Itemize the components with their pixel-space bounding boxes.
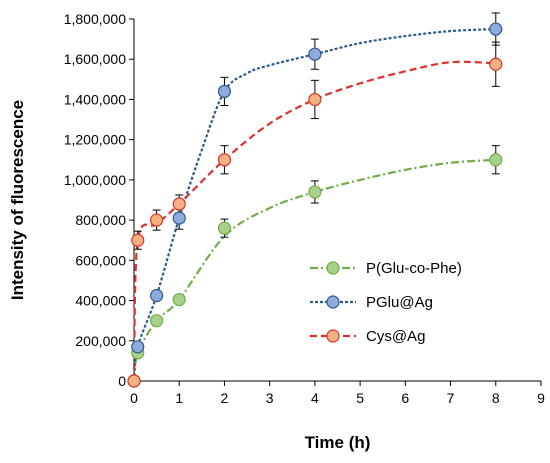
y-tick-label: 1,200,000 bbox=[64, 132, 126, 148]
trendline-series-0 bbox=[132, 158, 496, 382]
y-tick-label: 400,000 bbox=[75, 293, 126, 309]
y-axis-title: Intensity of fluorescence bbox=[8, 100, 27, 300]
x-tick-label: 7 bbox=[447, 390, 455, 406]
series-layer bbox=[127, 12, 503, 388]
y-tick-label: 200,000 bbox=[75, 333, 126, 349]
data-point-series-1 bbox=[217, 84, 232, 99]
data-point-series-1 bbox=[131, 340, 145, 354]
data-point-series-0 bbox=[308, 185, 322, 199]
data-point-series-0 bbox=[172, 292, 186, 307]
x-tick-label: 8 bbox=[492, 390, 500, 406]
x-axis-title: Time (h) bbox=[305, 433, 371, 452]
legend: P(Glu-co-Phe) PGlu@Ag Cys@Ag bbox=[310, 260, 462, 345]
legend-label: Cys@Ag bbox=[366, 328, 425, 345]
y-tick-label: 600,000 bbox=[75, 252, 126, 268]
data-point-series-2 bbox=[150, 213, 164, 227]
trendline-series-1 bbox=[132, 27, 496, 382]
x-ticks: 0 1 2 3 4 5 6 7 8 9 bbox=[130, 381, 545, 406]
data-point-series-0 bbox=[217, 221, 232, 235]
data-point-series-1 bbox=[172, 211, 186, 225]
y-tick-label: 800,000 bbox=[75, 212, 126, 228]
data-point-series-2 bbox=[217, 153, 232, 167]
axes bbox=[133, 19, 541, 382]
x-tick-label: 6 bbox=[401, 390, 409, 406]
data-point-series-2 bbox=[127, 374, 141, 388]
legend-marker bbox=[326, 261, 340, 275]
data-point-series-1 bbox=[150, 288, 164, 303]
x-tick-label: 9 bbox=[537, 390, 545, 406]
y-tick-label: 1,600,000 bbox=[64, 51, 126, 67]
data-point-series-2 bbox=[131, 233, 145, 247]
legend-label: PGlu@Ag bbox=[366, 294, 433, 311]
data-point-series-2 bbox=[172, 197, 186, 211]
trendline-series-2 bbox=[132, 60, 496, 382]
legend-marker bbox=[326, 329, 340, 343]
x-tick-label: 5 bbox=[356, 390, 364, 406]
x-tick-label: 0 bbox=[130, 390, 138, 406]
x-tick-label: 1 bbox=[175, 390, 183, 406]
data-point-series-1 bbox=[489, 22, 503, 36]
y-tick-label: 1,000,000 bbox=[64, 172, 126, 188]
legend-marker bbox=[326, 295, 340, 309]
x-tick-label: 3 bbox=[266, 390, 274, 406]
legend-label: P(Glu-co-Phe) bbox=[366, 260, 462, 277]
x-tick-label: 2 bbox=[221, 390, 229, 406]
y-tick-label: 0 bbox=[118, 373, 126, 389]
data-point-series-2 bbox=[308, 92, 322, 107]
y-tick-label: 1,800,000 bbox=[64, 11, 126, 27]
y-ticks: 0 200,000 400,000 600,000 800,000 1,000,000 1,… bbox=[64, 11, 134, 389]
data-point-series-1 bbox=[308, 47, 322, 61]
x-tick-label: 4 bbox=[311, 390, 319, 406]
y-tick-label: 1,400,000 bbox=[64, 91, 126, 107]
data-point-series-0 bbox=[150, 314, 164, 328]
data-point-series-0 bbox=[489, 153, 503, 167]
data-point-series-2 bbox=[489, 57, 503, 71]
